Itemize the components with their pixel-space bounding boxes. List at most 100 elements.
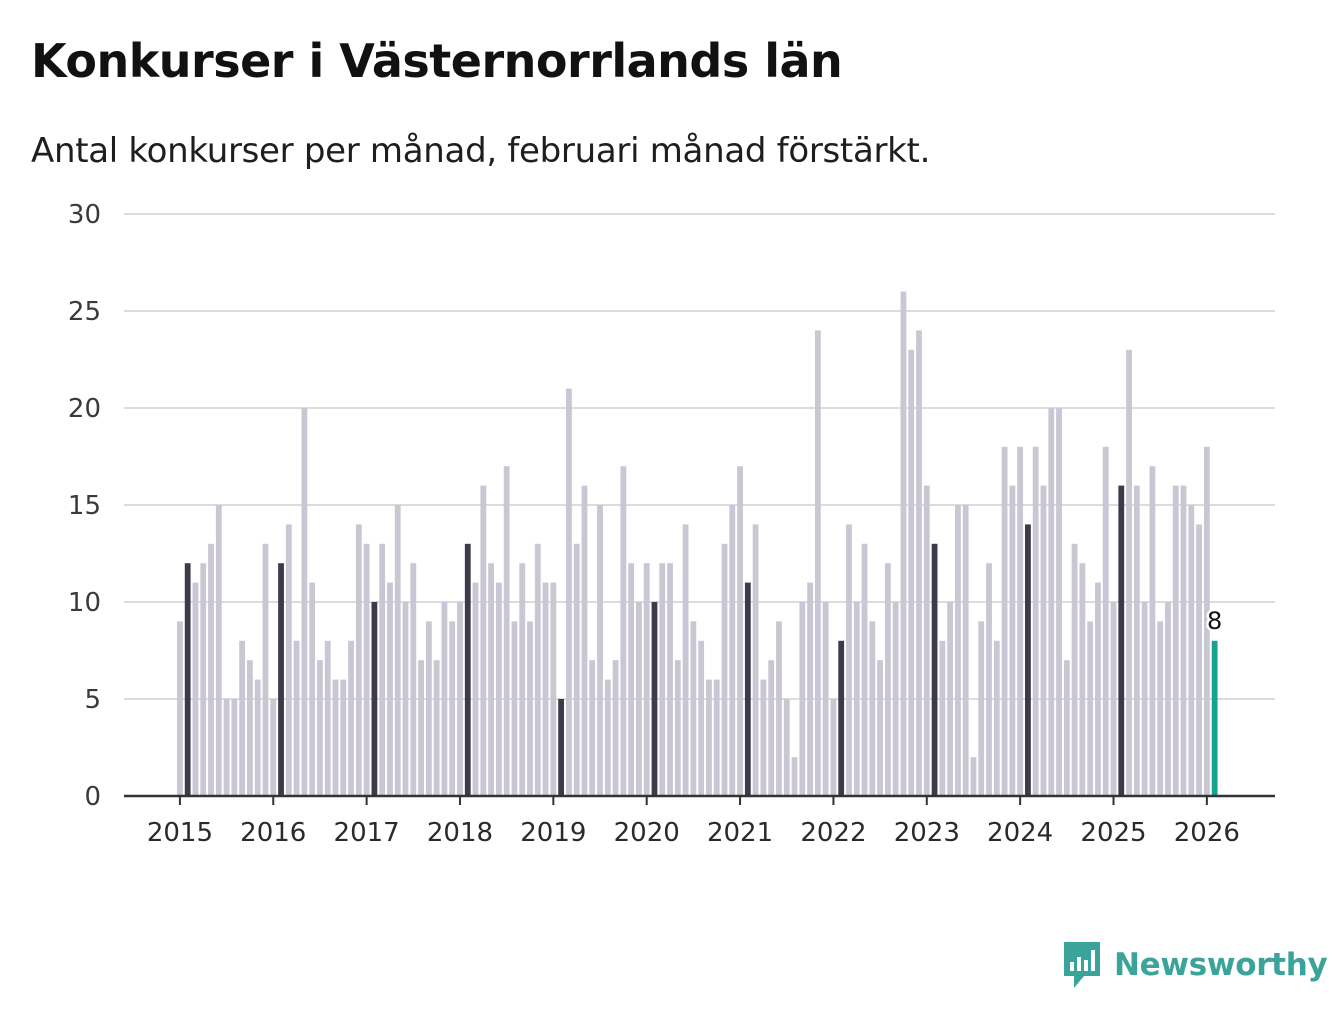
x-tick-label: 2023 (894, 818, 960, 848)
bar (612, 660, 619, 796)
bar (877, 660, 883, 796)
bar (597, 505, 603, 796)
y-axis-ticks: 0 5 10 15 20 25 30 (68, 200, 101, 812)
bar (628, 563, 635, 796)
y-tick-label: 15 (68, 491, 101, 521)
bar (1087, 621, 1094, 796)
bar (853, 602, 860, 796)
bar (262, 543, 269, 796)
data-label-latest: 8 (1207, 607, 1222, 635)
bar-february (651, 602, 658, 796)
bar (285, 524, 292, 796)
bar (1063, 660, 1070, 796)
bar (254, 679, 261, 796)
bar (480, 485, 487, 796)
bar (861, 543, 868, 796)
bar (970, 757, 977, 796)
x-tick-label: 2020 (614, 818, 680, 848)
bar (511, 621, 518, 796)
bar (192, 582, 199, 796)
bar (472, 582, 479, 796)
bar (488, 563, 494, 796)
bar (799, 602, 806, 796)
bar (814, 330, 821, 796)
x-axis-ticks: 2015 2016 2017 2018 2019 2020 2021 2022 2023 2024… (147, 796, 1240, 848)
bar (550, 582, 557, 796)
bar (1165, 602, 1171, 796)
bar (1172, 485, 1179, 796)
bar (721, 543, 728, 796)
bar (317, 660, 323, 796)
bar-february (371, 602, 378, 796)
bar-february (838, 640, 845, 796)
bar (908, 349, 915, 796)
bar (955, 505, 961, 796)
y-tick-label: 25 (68, 297, 101, 327)
bar (791, 757, 798, 796)
bar (534, 543, 541, 796)
bar (418, 660, 424, 796)
bar (729, 505, 736, 796)
bar (527, 621, 533, 796)
newsworthy-logo-icon (1064, 942, 1100, 988)
bar (581, 485, 588, 796)
bar (674, 660, 681, 796)
bar (1095, 582, 1101, 796)
x-tick-label: 2019 (520, 818, 586, 848)
bar (503, 466, 510, 796)
bar (402, 602, 409, 796)
bar (916, 330, 922, 796)
bar (1048, 408, 1055, 796)
chart-subtitle: Antal konkurser per månad, februari måna… (31, 131, 931, 171)
bar (1017, 446, 1024, 796)
y-tick-label: 5 (84, 685, 101, 715)
bar (993, 640, 1000, 796)
bar (1102, 446, 1109, 796)
bar (589, 660, 596, 796)
bar (807, 582, 813, 796)
bar (449, 621, 456, 796)
bar (519, 563, 526, 796)
bar (457, 602, 463, 796)
bar (1009, 485, 1016, 796)
bar (1141, 602, 1148, 796)
bar (830, 699, 837, 796)
bar (441, 602, 448, 796)
bar (1196, 524, 1202, 796)
bar-february (1118, 485, 1125, 796)
bar (690, 621, 697, 796)
bar (231, 699, 238, 796)
bar (379, 543, 386, 796)
bar (340, 679, 347, 796)
bar (1149, 466, 1156, 796)
y-tick-label: 30 (68, 200, 101, 230)
bar (752, 524, 759, 796)
x-tick-label: 2022 (800, 818, 866, 848)
bar-february (278, 563, 284, 796)
bar (822, 602, 829, 796)
bar (293, 640, 300, 796)
bar (239, 640, 246, 796)
bar (1001, 446, 1008, 796)
bar-latest (1211, 640, 1218, 796)
x-tick-label: 2016 (240, 818, 306, 848)
bar (978, 621, 985, 796)
y-tick-label: 20 (68, 394, 101, 424)
bar (542, 582, 549, 796)
x-tick-label: 2018 (427, 818, 493, 848)
bar (1126, 349, 1132, 796)
bar (1110, 602, 1117, 796)
bar (1203, 446, 1210, 796)
bar (223, 699, 230, 796)
bar (1079, 563, 1086, 796)
bar (986, 563, 992, 796)
bar (643, 563, 650, 796)
bar (208, 543, 214, 796)
bar (636, 602, 642, 796)
bar (706, 679, 712, 796)
bar (309, 582, 316, 796)
x-tick-label: 2015 (147, 818, 213, 848)
bar (923, 485, 930, 796)
bar (1188, 505, 1195, 796)
